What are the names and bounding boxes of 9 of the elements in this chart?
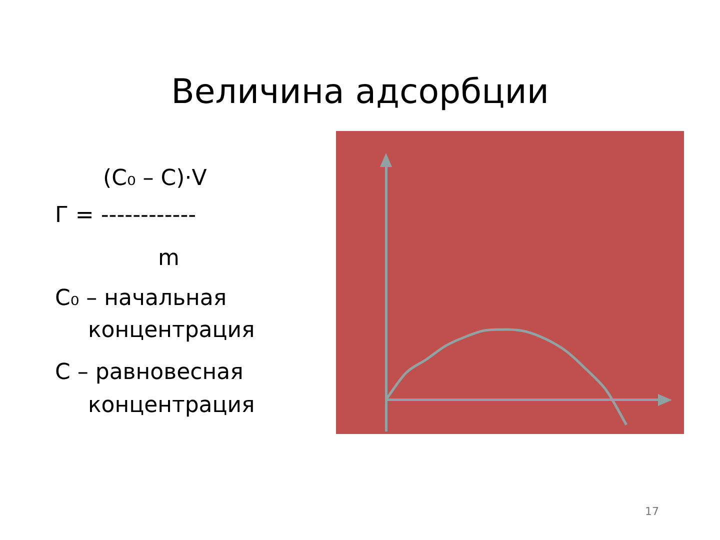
text: Г = ------------: [55, 203, 196, 228]
text: m: [158, 246, 180, 271]
text: (C₀ – C)·V: [103, 166, 207, 191]
text: концентрация: [88, 393, 255, 418]
text: C₀ – начальная: [55, 286, 227, 311]
chart-title: Величина адсорбции: [170, 72, 550, 112]
text: концентрация: [88, 318, 255, 343]
text: 17: [645, 505, 659, 518]
text: C – равновесная: [55, 360, 244, 385]
